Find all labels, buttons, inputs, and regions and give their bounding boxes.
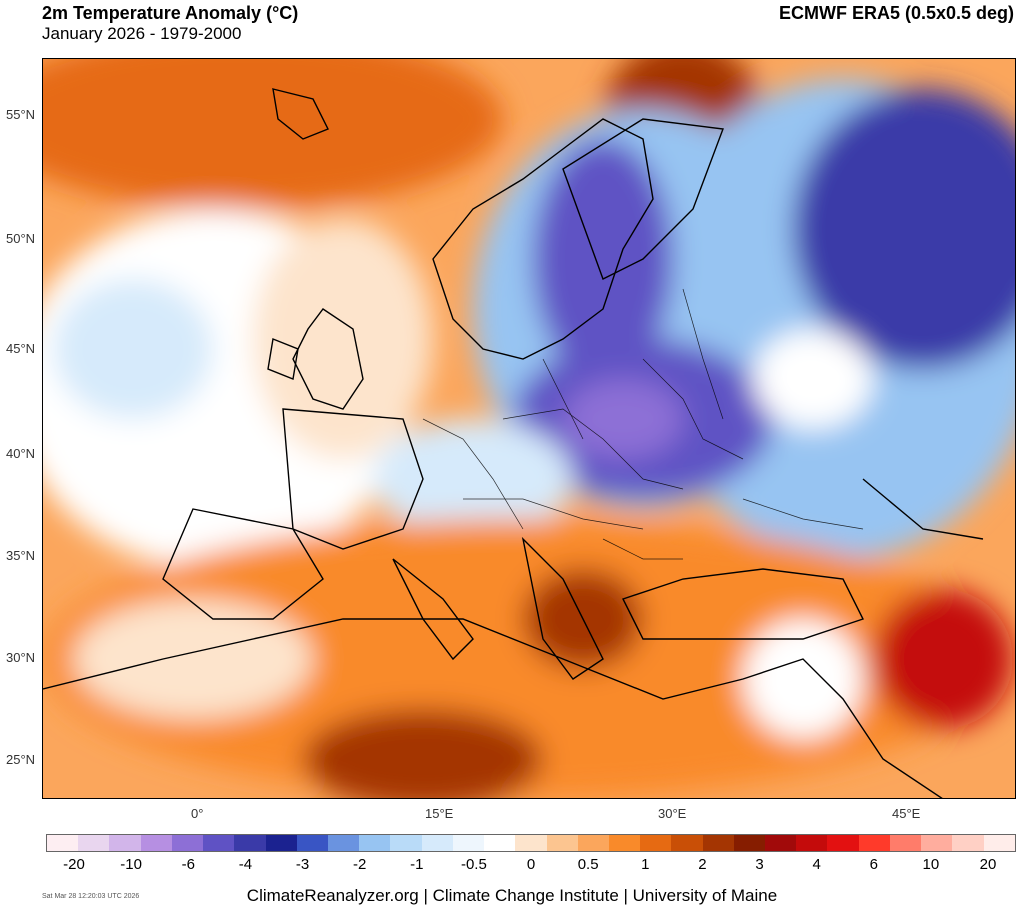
legend-tick-label: 0.5 xyxy=(577,856,599,873)
lon-label-15e: 15°E xyxy=(425,806,454,821)
lat-label-55n: 55°N xyxy=(6,107,36,122)
map-title: 2m Temperature Anomaly (°C) xyxy=(42,3,299,23)
legend-tick-label: 4 xyxy=(812,856,821,873)
legend-swatch xyxy=(546,835,578,851)
legend-tick-label: 10 xyxy=(922,856,940,873)
lat-label-30n: 30°N xyxy=(6,650,36,665)
legend-swatch xyxy=(452,835,485,851)
lon-label-30e: 30°E xyxy=(658,806,687,821)
legend-swatch xyxy=(171,835,204,851)
legend-swatch xyxy=(608,835,641,851)
legend-swatch xyxy=(421,835,453,851)
legend-swatch xyxy=(733,835,766,851)
lon-label-0: 0° xyxy=(191,806,204,821)
legend-tick-label: -4 xyxy=(238,856,253,873)
legend-swatch xyxy=(952,835,984,851)
legend-swatch xyxy=(109,835,141,851)
credit-line: ClimateReanalyzer.org | Climate Change I… xyxy=(246,886,778,905)
legend-swatch xyxy=(796,835,828,851)
legend-tick-label: 3 xyxy=(755,856,764,873)
legend-swatch xyxy=(47,835,79,851)
legend-tick-label: -20 xyxy=(63,856,85,873)
map-subtitle: January 2026 - 1979-2000 xyxy=(42,24,242,43)
legend-swatch xyxy=(359,835,391,851)
legend-swatch xyxy=(265,835,297,851)
legend-tick-label: -0.5 xyxy=(460,856,487,873)
lat-label-45n: 45°N xyxy=(6,341,36,356)
legend-tick-label: 20 xyxy=(979,856,997,873)
legend-tick-label: 0 xyxy=(526,856,536,873)
legend-swatch xyxy=(858,835,890,851)
legend-swatch xyxy=(140,835,172,851)
legend-swatch xyxy=(515,835,547,851)
color-legend xyxy=(46,834,1016,852)
lat-label-35n: 35°N xyxy=(6,548,36,563)
legend-tick-label: 6 xyxy=(869,856,878,873)
legend-swatch xyxy=(702,835,734,851)
color-legend-labels: -20 -10 -6 -4 -3 -2 -1 -0.5 0 0.5 1 2 3 4 6 10 20 xyxy=(46,856,1016,876)
legend-swatch xyxy=(889,835,922,851)
legend-swatch xyxy=(671,835,703,851)
legend-swatch xyxy=(765,835,797,851)
legend-tick-label: -1 xyxy=(410,856,424,873)
timestamp: Sat Mar 28 12:20:03 UTC 2026 xyxy=(42,893,140,900)
lat-label-40n: 40°N xyxy=(6,446,36,461)
dataset-label: ECMWF ERA5 (0.5x0.5 deg) xyxy=(778,3,1014,23)
legend-swatch xyxy=(390,835,422,851)
legend-swatch xyxy=(78,835,110,851)
lat-label-25n: 25°N xyxy=(6,752,36,767)
legend-swatch xyxy=(327,835,360,851)
legend-swatch xyxy=(296,835,328,851)
legend-swatch xyxy=(234,835,266,851)
legend-tick-label: -2 xyxy=(352,856,367,873)
legend-swatch xyxy=(484,835,516,851)
legend-tick-label: -10 xyxy=(120,856,142,873)
country-borders xyxy=(422,288,864,560)
anomaly-map-canvas xyxy=(43,59,1015,798)
legend-swatch xyxy=(577,835,609,851)
lon-label-45e: 45°E xyxy=(892,806,921,821)
anomaly-map[interactable] xyxy=(42,58,1016,799)
legend-swatch xyxy=(827,835,859,851)
legend-tick-label: -3 xyxy=(295,856,310,873)
lat-label-50n: 50°N xyxy=(6,231,36,246)
legend-tick-label: 2 xyxy=(698,856,707,873)
legend-tick-label: -6 xyxy=(181,856,195,873)
legend-swatch xyxy=(640,835,672,851)
legend-swatch xyxy=(921,835,953,851)
legend-swatch xyxy=(203,835,235,851)
legend-tick-label: 1 xyxy=(641,856,650,873)
coastlines xyxy=(43,88,984,798)
legend-swatch xyxy=(983,835,1015,851)
